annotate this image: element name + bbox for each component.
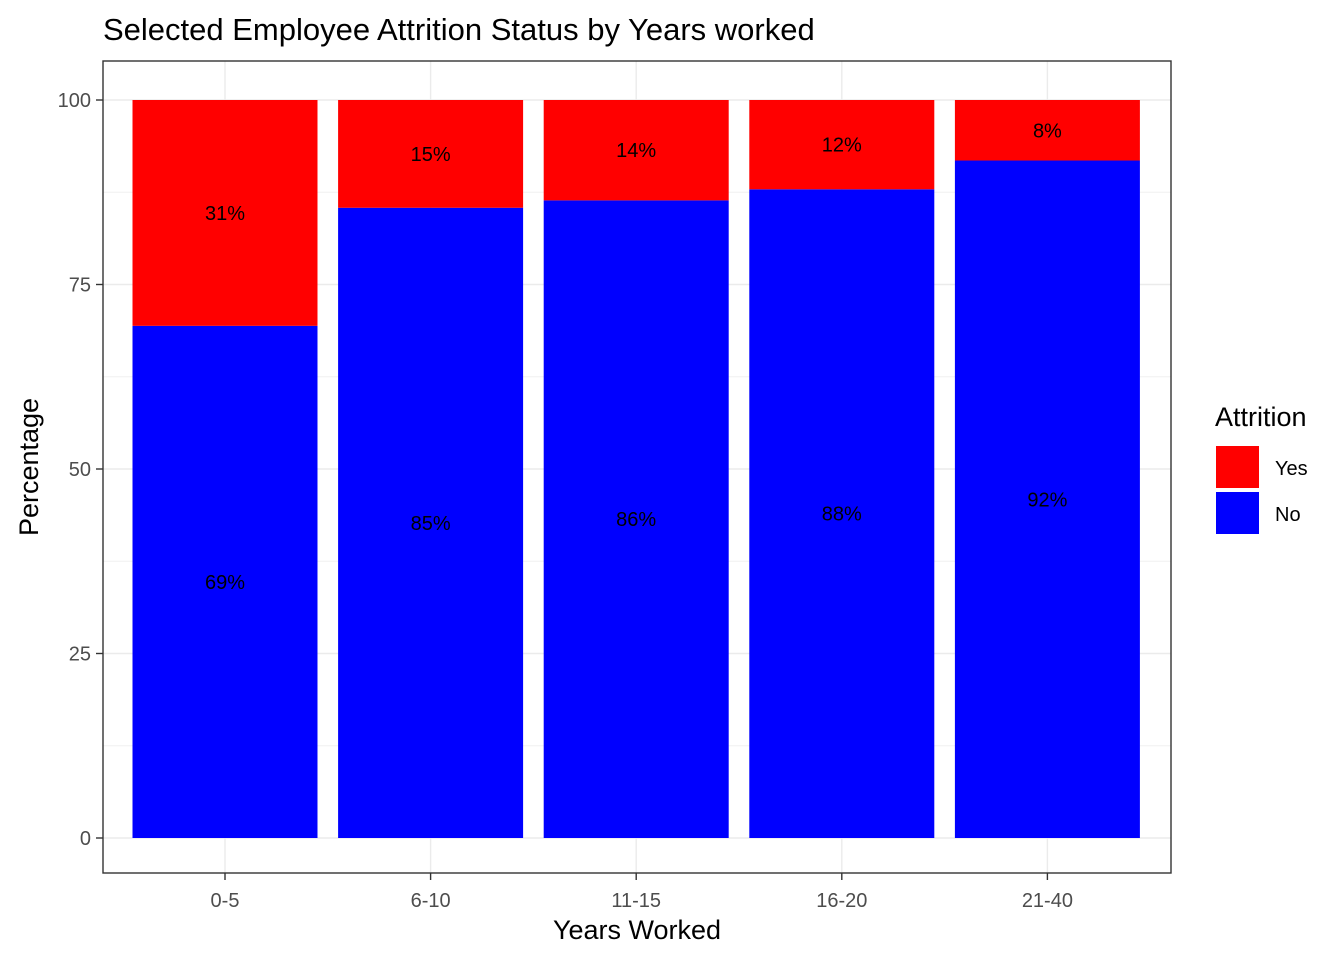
legend-swatch-yes xyxy=(1216,446,1259,488)
bar-label-no-16-20: 88% xyxy=(822,504,862,526)
bar-label-yes-6-10: 15% xyxy=(411,144,451,166)
bar-yes-16-20 xyxy=(749,100,935,190)
bar-label-no-0-5: 69% xyxy=(205,572,245,594)
bar-label-yes-11-15: 14% xyxy=(616,140,656,162)
bar-no-6-10 xyxy=(338,207,524,839)
bar-label-no-21-40: 92% xyxy=(1027,489,1067,511)
bar-yes-0-5 xyxy=(132,100,318,326)
bar-no-21-40 xyxy=(954,160,1140,839)
bar-label-no-11-15: 86% xyxy=(616,509,656,531)
bar-no-11-15 xyxy=(543,200,729,839)
legend: Attrition Yes No xyxy=(1215,402,1308,534)
plot-panel-border xyxy=(102,60,1172,874)
legend-items: Yes No xyxy=(1216,446,1308,534)
bar-label-no-6-10: 85% xyxy=(411,513,451,535)
bars xyxy=(132,100,1140,839)
y-tick-label: 25 xyxy=(69,644,91,666)
bar-label-yes-0-5: 31% xyxy=(205,203,245,225)
bar-no-0-5 xyxy=(132,325,318,838)
legend-label-no: No xyxy=(1275,504,1301,526)
x-axis: 0-5 6-10 11-15 16-20 21-40 xyxy=(211,873,1073,912)
y-tick-label: 100 xyxy=(58,90,91,112)
y-tick-label: 75 xyxy=(69,275,91,297)
legend-swatch-no xyxy=(1216,492,1259,534)
x-tick-label: 11-15 xyxy=(611,890,661,912)
legend-title: Attrition xyxy=(1215,402,1307,432)
bar-label-yes-21-40: 8% xyxy=(1033,120,1062,142)
x-tick-label: 6-10 xyxy=(411,890,451,912)
x-tick-label: 16-20 xyxy=(816,890,867,912)
y-tick-label: 0 xyxy=(80,828,91,850)
bar-yes-21-40 xyxy=(954,100,1140,161)
x-axis-title: Years Worked xyxy=(553,915,721,945)
y-axis: 0 25 50 75 100 xyxy=(58,90,103,850)
bar-yes-11-15 xyxy=(543,100,729,201)
legend-label-yes: Yes xyxy=(1275,458,1308,480)
bar-labels: 69% 31% 85% 15% 86% 14% 88% 12% 92% 8% xyxy=(205,120,1068,594)
x-tick-label: 0-5 xyxy=(211,890,240,912)
chart-title: Selected Employee Attrition Status by Ye… xyxy=(103,12,815,47)
y-axis-title: Percentage xyxy=(14,398,44,536)
y-tick-label: 50 xyxy=(69,459,91,481)
bar-yes-6-10 xyxy=(338,100,524,208)
bar-no-16-20 xyxy=(749,189,935,839)
x-tick-label: 21-40 xyxy=(1022,890,1073,912)
bar-label-yes-16-20: 12% xyxy=(822,135,862,157)
